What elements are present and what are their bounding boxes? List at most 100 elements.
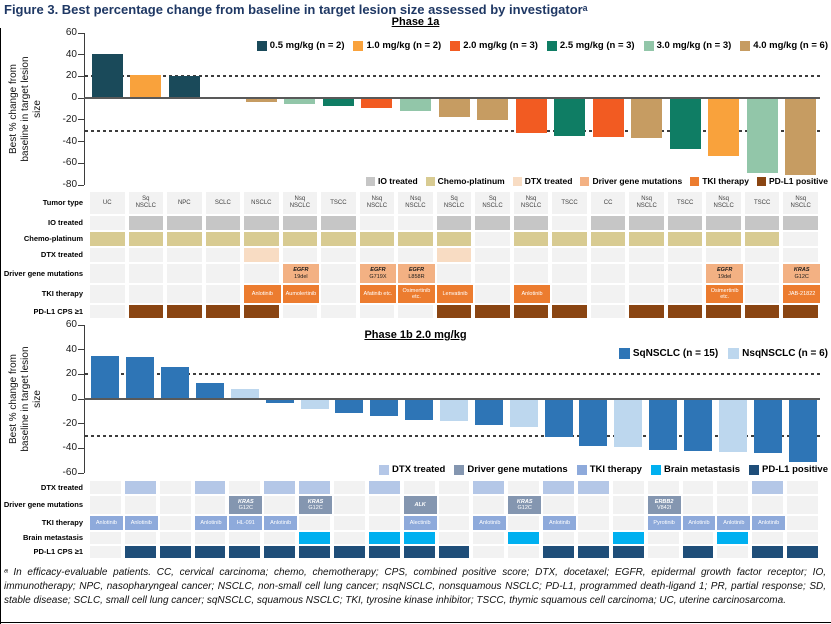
phase-1b-bar [544,399,573,438]
phase-1b-grid-cell-tki [578,516,609,530]
phase-1a-bar [669,98,701,150]
phase-1b-cell-text: Anlotinib [688,519,710,526]
phase-1a-grid-cell-chemo [629,232,664,246]
phase-1a-bar [477,98,509,120]
phase-1a-grid-cell-dtx [398,248,433,262]
phase-1a-cell-text: L858R [408,273,425,280]
phase-1a-y-tick [78,162,84,164]
phase-1b-annotation-legend-item: TKI therapy [576,464,642,475]
phase-1b-y-tick [78,472,84,474]
phase-1b-annotation-legend-label: Brain metastasis [663,464,740,475]
phase-1b-grid-cell-pdl1 [159,546,191,558]
phase-1a-cell-text: Osimertinib etc. [710,287,739,300]
phase-1b-y-tick-label: 20 [65,368,77,380]
phase-1b-grid-cell-brain [717,532,749,544]
phase-1b-grid-cell-dtx [403,481,435,494]
phase-1b-grid-cell-tki: HL-091 [229,516,263,530]
phase-1b-bar [579,399,608,446]
phase-1a-grid-cell-io [90,216,125,230]
phase-1b-grid-cell-brain [612,532,644,544]
phase-1b-grid-cell-pdl1 [543,546,574,558]
phase-1a-cell-text: G719X [369,273,387,280]
phase-1b-y-tick [78,398,84,400]
phase-1a-ref-line [85,129,820,132]
phase-1b-bar [440,399,468,422]
phase-1b-grid-cell-driver [752,496,784,514]
phase-1a-legend-swatch [256,40,267,51]
phase-1b-annotation-legend-swatch [576,464,587,475]
phase-1b-grid-cell-brain [403,532,435,544]
phase-1a-y-tick-label: -80 [62,179,77,190]
phase-1a-grid-cell-tki [90,285,125,303]
phase-1a-grid-cell-tumor: Nsq NSCLC [282,192,318,214]
phase-1a-bar [168,76,200,99]
phase-1a-y-tick [78,97,84,99]
phase-1a-cell-text: Afatinib etc. [363,290,393,297]
phase-1b-grid-cell-pdl1 [194,546,226,558]
phase-1a-grid-cell-tumor: SCLC [205,192,241,214]
phase-1b-zero-line [84,398,820,400]
phase-1a-cell-text: EGFR [293,267,309,274]
phase-1a-grid-cell-tumor: TSCC [667,192,703,214]
phase-1a-grid-cell-tumor: Nsq NSCLC [513,192,549,214]
phase-1a-grid-cell-driver [590,264,626,283]
phase-1a-legend-item: 0.5 mg/kg (n = 2) [256,40,344,51]
phase-1a-row-label-tumor: Tumor type [42,198,83,208]
phase-1a-grid-cell-driver: EGFR 19del [282,264,320,283]
phase-1a-y-tick-label: 40 [65,48,77,60]
phase-1a-bar [592,98,624,138]
phase-1a-grid-cell-chemo [321,232,356,246]
phase-1a-grid-cell-tumor: Sq NSCLC [436,192,472,214]
phase-1a-grid-cell-pdl1 [90,305,125,318]
phase-1b-grid-cell-tki [508,516,540,530]
phase-1a-grid-cell-io [783,216,818,230]
phase-1b-grid-cell-dtx [543,481,574,494]
phase-1b-bar [161,366,190,399]
phase-1a-annotation-legend-label: IO treated [377,176,418,186]
phase-1b-bar [370,399,399,417]
phase-1b-grid-cell-dtx [264,481,296,494]
phase-1b-row-label-driver: Driver gene mutations [3,500,83,510]
phase-1a-grid-cell-pdl1 [244,305,279,318]
phase-1b-bar [718,399,747,453]
phase-1b-grid-cell-driver [368,496,400,514]
phase-1a-annotation-legend-item: PD-L1 positive [756,176,828,186]
phase-1a-grid-cell-io [359,216,395,230]
phase-1b-grid-cell-pdl1 [229,546,261,558]
phase-1b-cell-text: G12C [238,505,254,511]
phase-1b-annotation-legend-swatch [749,464,759,475]
phase-1a-annotation-legend-item: Driver gene mutations [580,176,682,186]
phase-1a-grid-cell-driver [513,264,549,283]
phase-1a-cell-text: EGFR [717,267,733,274]
phase-1b-ref-line [85,435,820,437]
phase-1a-grid-cell-tki: Anlotinib [513,285,551,303]
phase-1a-grid-cell-dtx [321,248,356,262]
phase-1a-cell-text: EGFR [370,267,386,274]
phase-1b-grid-cell-tki: Anlotinib [682,516,716,530]
phase-1a-grid-cell-dtx [629,248,664,262]
phase-1a-grid-cell-chemo [706,232,741,246]
phase-1a-bar [515,98,547,133]
phase-1a-grid-cell-chemo [167,232,202,246]
phase-1b-grid-cell-tki: Anlotinib [194,516,228,530]
phase-1a-grid-cell-driver [436,264,472,283]
phase-1b-grid-cell-driver [543,496,574,514]
phase-1b-grid-cell-driver [124,496,156,514]
phase-1b-bar [405,399,434,420]
phase-1b-grid-cell-brain [90,532,121,544]
phase-1a-y-axis-line [84,33,85,185]
phase-1b-bar [684,399,712,451]
phase-1a-grid-cell-chemo [128,232,164,246]
phase-1a-legend-swatch [353,40,364,51]
phase-1a-grid-cell-dtx [590,248,626,262]
phase-1a-bar [130,75,162,99]
phase-1a-grid-cell-chemo [590,232,626,246]
phase-1a-row-label-chemo: Chemo-platinum [23,234,83,244]
phase-1a-grid-cell-driver [552,264,587,283]
phase-1b-grid-cell-pdl1 [124,546,156,558]
phase-1a-bar [746,98,778,174]
phase-1b-grid-cell-dtx [578,481,609,494]
phase-1a-grid-cell-pdl1 [590,305,626,318]
phase-1a-cell-text: JAB-21822 [788,290,816,297]
phase-1a-grid-cell-pdl1 [744,305,780,318]
